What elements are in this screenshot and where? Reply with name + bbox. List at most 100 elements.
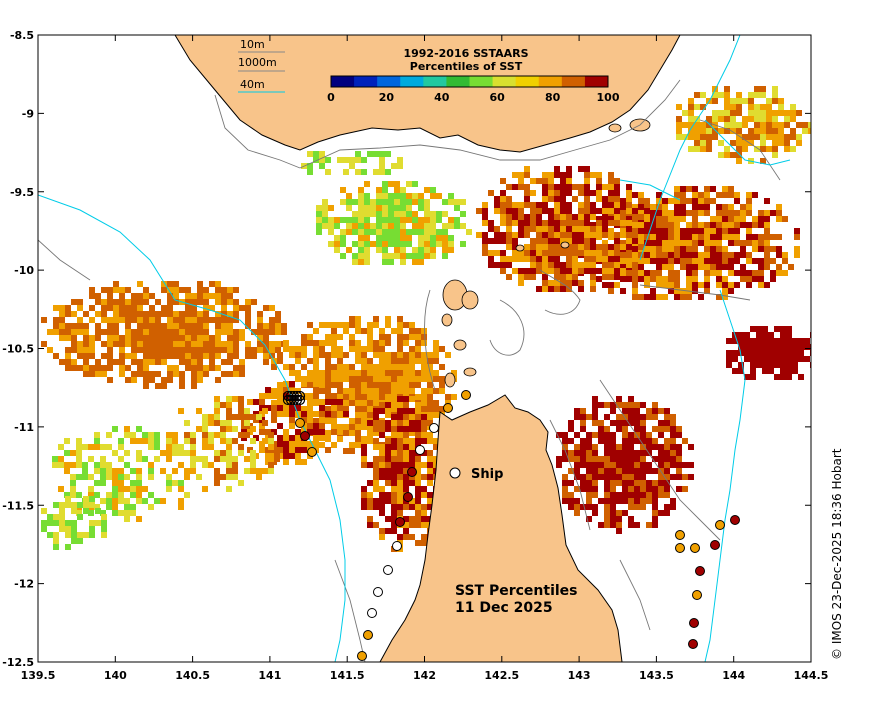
sst-pixel	[328, 205, 334, 211]
sst-pixel	[433, 352, 439, 358]
sst-pixel	[610, 504, 616, 510]
sst-pixel	[566, 232, 572, 238]
sst-pixel	[136, 492, 142, 498]
sst-pixel	[518, 274, 524, 280]
sst-pixel	[257, 317, 263, 323]
sst-pixel	[622, 420, 628, 426]
sst-pixel	[319, 376, 325, 382]
sst-pixel	[154, 432, 160, 438]
sst-pixel	[596, 256, 602, 262]
sst-pixel	[361, 450, 367, 456]
sst-pixel	[397, 504, 403, 510]
sst-pixel	[196, 408, 202, 414]
sst-pixel	[482, 232, 488, 238]
sst-pixel	[125, 341, 131, 347]
sst-pixel	[358, 253, 364, 259]
sst-pixel	[191, 299, 197, 305]
sst-pixel	[373, 456, 379, 462]
sst-pixel	[251, 353, 257, 359]
sst-pixel	[167, 371, 173, 377]
sst-pixel	[448, 199, 454, 205]
sst-pixel	[125, 329, 131, 335]
sst-pixel	[442, 241, 448, 247]
sst-pixel	[358, 229, 364, 235]
sst-pixel	[95, 371, 101, 377]
sst-pixel	[652, 498, 658, 504]
sst-pixel	[155, 353, 161, 359]
sst-pixel	[586, 450, 592, 456]
sst-pixel	[131, 293, 137, 299]
sst-pixel	[403, 420, 409, 426]
sst-pixel	[89, 341, 95, 347]
sst-pixel	[355, 169, 361, 175]
sst-pixel	[191, 305, 197, 311]
sst-pixel	[728, 234, 734, 240]
sst-pixel	[596, 232, 602, 238]
sst-pixel	[379, 388, 385, 394]
sst-pixel	[566, 268, 572, 274]
sst-pixel	[756, 326, 762, 332]
sst-pixel	[692, 240, 698, 246]
sst-pixel	[382, 187, 388, 193]
sst-pixel	[385, 480, 391, 486]
sst-pixel	[238, 450, 244, 456]
sst-pixel	[403, 414, 409, 420]
sst-pixel	[373, 498, 379, 504]
sst-pixel	[620, 288, 626, 294]
sst-pixel	[626, 238, 632, 244]
sst-pixel	[560, 208, 566, 214]
sst-pixel	[433, 438, 439, 444]
sst-pixel	[650, 270, 656, 276]
sst-pixel	[764, 198, 770, 204]
sst-pixel	[289, 381, 295, 387]
sst-pixel	[391, 474, 397, 480]
sst-pixel	[418, 241, 424, 247]
sst-pixel	[686, 198, 692, 204]
sst-pixel	[554, 274, 560, 280]
sst-pixel	[131, 317, 137, 323]
sst-pixel	[640, 456, 646, 462]
sst-pixel	[756, 344, 762, 350]
colorbar-cells	[331, 76, 609, 87]
sst-pixel	[226, 462, 232, 468]
sst-pixel	[268, 438, 274, 444]
sst-pixel	[124, 432, 130, 438]
sst-pixel	[668, 264, 674, 270]
sst-pixel	[155, 341, 161, 347]
sst-pixel	[367, 498, 373, 504]
sst-pixel	[674, 234, 680, 240]
sst-pixel	[179, 341, 185, 347]
sst-pixel	[774, 374, 780, 380]
sst-pixel	[710, 252, 716, 258]
sst-pixel	[524, 232, 530, 238]
sst-pixel	[118, 498, 124, 504]
sst-pixel	[778, 104, 784, 110]
sst-pixel	[728, 288, 734, 294]
sst-pixel	[367, 376, 373, 382]
sst-pixel	[83, 335, 89, 341]
sst-pixel	[277, 441, 283, 447]
sst-pixel	[418, 259, 424, 265]
sst-pixel	[680, 258, 686, 264]
sst-pixel	[724, 92, 730, 98]
ship-annotation: Ship	[449, 467, 503, 482]
sst-pixel	[427, 456, 433, 462]
sst-pixel	[586, 498, 592, 504]
sst-pixel	[400, 205, 406, 211]
sst-pixel	[670, 420, 676, 426]
sst-pixel	[202, 444, 208, 450]
sst-pixel	[482, 220, 488, 226]
sst-pixel	[628, 486, 634, 492]
sst-pixel	[209, 359, 215, 365]
sst-pixel	[512, 268, 518, 274]
sst-pixel	[442, 235, 448, 241]
sst-pixel	[191, 293, 197, 299]
sst-pixel	[215, 335, 221, 341]
sst-pixel	[415, 340, 421, 346]
sst-pixel	[578, 262, 584, 268]
sst-pixel	[397, 432, 403, 438]
sst-pixel	[307, 163, 313, 169]
sst-pixel	[203, 365, 209, 371]
sst-pixel	[778, 98, 784, 104]
sst-pixel	[191, 377, 197, 383]
